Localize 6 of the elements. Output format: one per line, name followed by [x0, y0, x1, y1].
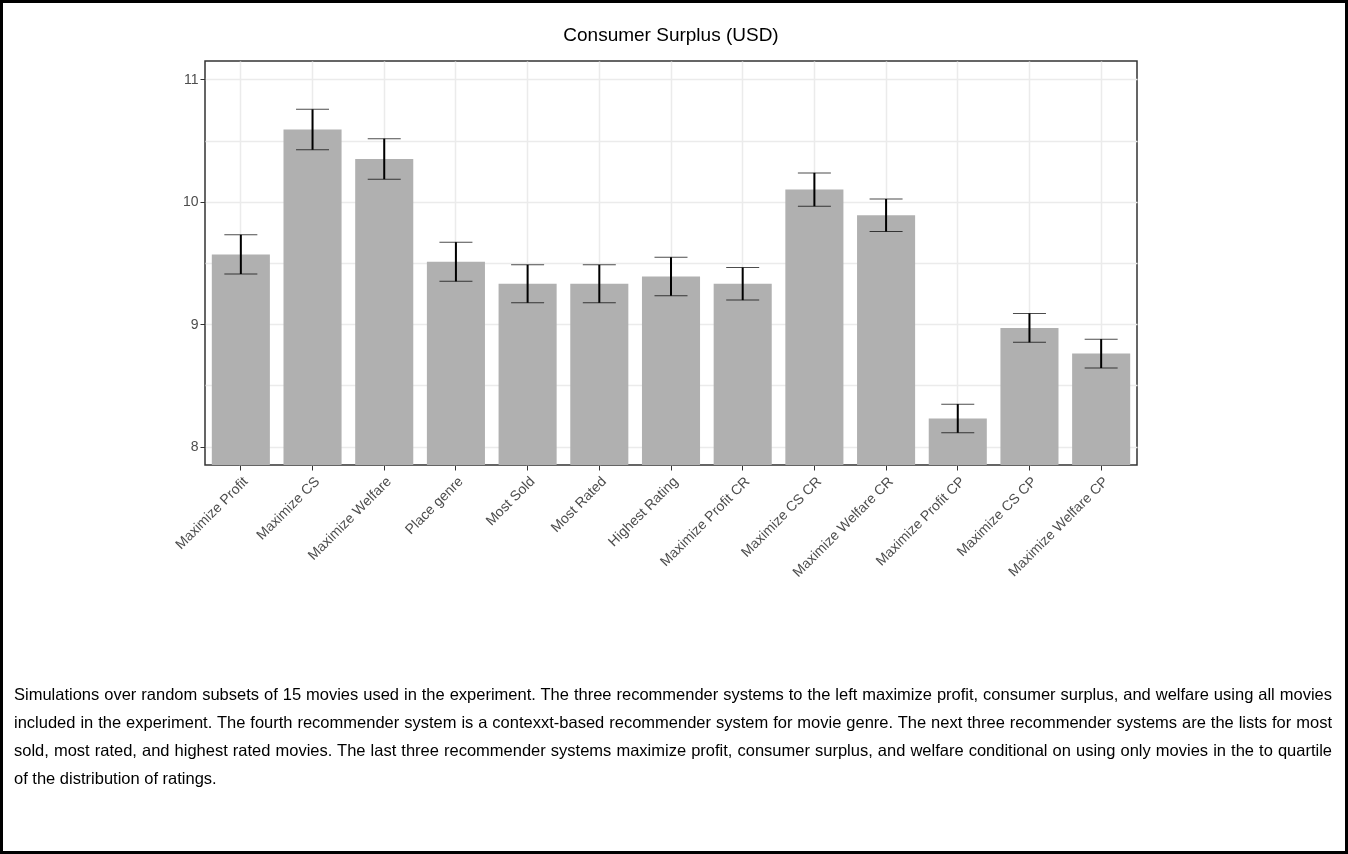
chart-title: Consumer Surplus (USD): [563, 24, 779, 45]
y-tick-label: 8: [190, 438, 199, 455]
y-tick-label: 10: [182, 193, 199, 210]
y-tick-label: 11: [183, 70, 199, 87]
text: Simulations over random subsets of 15 movies used in the experiment. The three recommender systems to the left maximize profit, consumer surplus, and welfare using all movies included in the experiment. The fourth recommender system is a contexxt-based recommender system for movie genre. The next three recommender systems are the lists for most sold, most rated, and highest rated movies. The last three recommender systems maximize profit, consumer surplus, and welfare conditional on using only movies in the to quartile of the distribution of ratings.: [14, 684, 1332, 789]
y-tick-label: 9: [190, 315, 199, 332]
